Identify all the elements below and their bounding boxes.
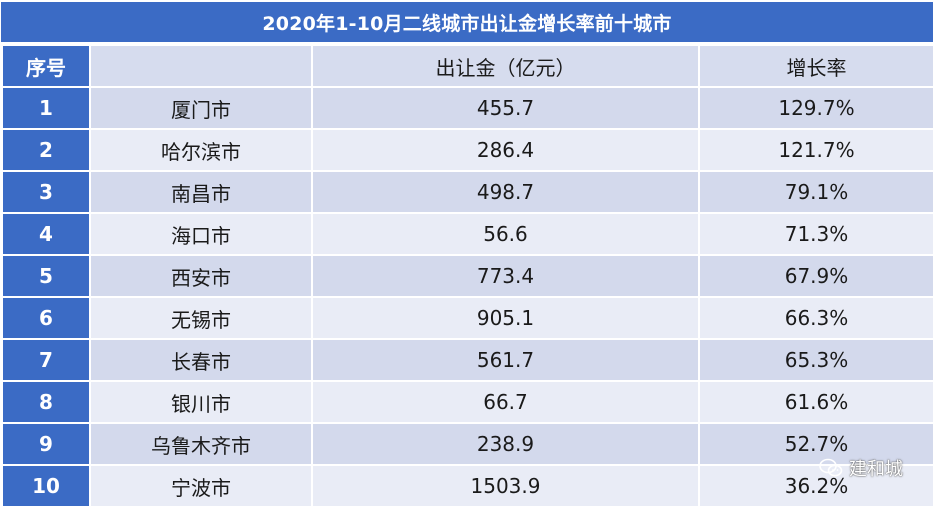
row-growth: 66.3% <box>698 296 935 340</box>
header-growth: 增长率 <box>698 44 935 88</box>
row-revenue: 561.7 <box>311 338 700 382</box>
row-city: 厦门市 <box>89 86 313 130</box>
row-growth: 36.2% <box>698 464 935 508</box>
row-city: 海口市 <box>89 212 313 256</box>
row-revenue: 66.7 <box>311 380 700 424</box>
row-city: 南昌市 <box>89 170 313 214</box>
row-city: 宁波市 <box>89 464 313 508</box>
row-revenue: 773.4 <box>311 254 700 298</box>
table-row: 8 银川市 66.7 61.6% <box>1 380 935 424</box>
row-growth: 129.7% <box>698 86 935 130</box>
row-city: 无锡市 <box>89 296 313 340</box>
table-row: 2 哈尔滨市 286.4 121.7% <box>1 128 935 172</box>
row-city: 哈尔滨市 <box>89 128 313 172</box>
row-growth: 71.3% <box>698 212 935 256</box>
watermark: 建和城 <box>819 455 903 481</box>
row-index: 4 <box>1 212 91 256</box>
row-city: 长春市 <box>89 338 313 382</box>
row-growth: 79.1% <box>698 170 935 214</box>
table-row: 4 海口市 56.6 71.3% <box>1 212 935 256</box>
row-index: 10 <box>1 464 91 508</box>
row-index: 1 <box>1 86 91 130</box>
row-index: 3 <box>1 170 91 214</box>
ranking-table: 序号 出让金（亿元） 增长率 1 厦门市 455.7 129.7% 2 哈尔滨市 286.4… <box>1 44 935 508</box>
row-index: 7 <box>1 338 91 382</box>
row-revenue: 1503.9 <box>311 464 700 508</box>
row-revenue: 238.9 <box>311 422 700 466</box>
table-row: 5 西安市 773.4 67.9% <box>1 254 935 298</box>
row-index: 6 <box>1 296 91 340</box>
row-growth: 65.3% <box>698 338 935 382</box>
row-city: 乌鲁木齐市 <box>89 422 313 466</box>
row-revenue: 905.1 <box>311 296 700 340</box>
row-growth: 61.6% <box>698 380 935 424</box>
row-revenue: 286.4 <box>311 128 700 172</box>
table-row: 6 无锡市 905.1 66.3% <box>1 296 935 340</box>
row-city: 西安市 <box>89 254 313 298</box>
row-growth: 67.9% <box>698 254 935 298</box>
row-index: 2 <box>1 128 91 172</box>
row-revenue: 455.7 <box>311 86 700 130</box>
table-row: 7 长春市 561.7 65.3% <box>1 338 935 382</box>
table-row: 9 乌鲁木齐市 238.9 52.7% <box>1 422 935 466</box>
row-index: 9 <box>1 422 91 466</box>
row-revenue: 498.7 <box>311 170 700 214</box>
table-row: 10 宁波市 1503.9 36.2% <box>1 464 935 508</box>
row-index: 5 <box>1 254 91 298</box>
row-revenue: 56.6 <box>311 212 700 256</box>
row-growth: 121.7% <box>698 128 935 172</box>
header-revenue: 出让金（亿元） <box>311 44 700 88</box>
table-row: 3 南昌市 498.7 79.1% <box>1 170 935 214</box>
watermark-text: 建和城 <box>849 459 903 480</box>
table-title: 2020年1-10月二线城市出让金增长率前十城市 <box>1 2 933 42</box>
header-index: 序号 <box>1 44 91 88</box>
row-city: 银川市 <box>89 380 313 424</box>
header-row: 序号 出让金（亿元） 增长率 <box>1 44 935 88</box>
row-index: 8 <box>1 380 91 424</box>
row-growth: 52.7% <box>698 422 935 466</box>
table-row: 1 厦门市 455.7 129.7% <box>1 86 935 130</box>
header-city <box>89 44 313 88</box>
wechat-icon <box>819 458 843 477</box>
